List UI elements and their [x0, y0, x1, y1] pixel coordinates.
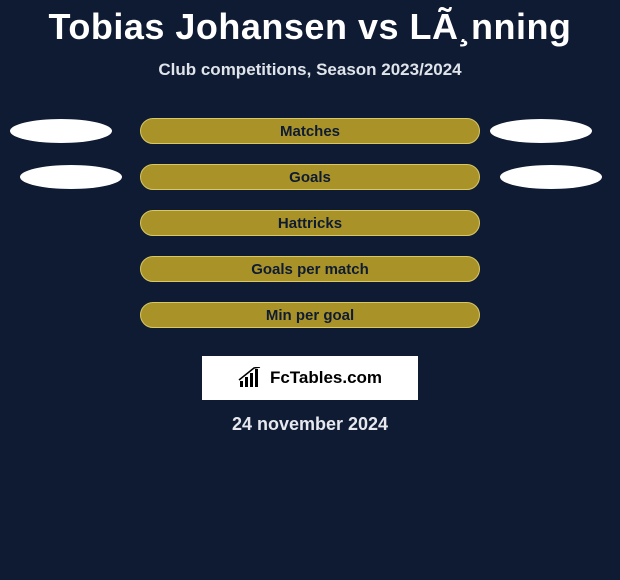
content-container: Tobias Johansen vs LÃ¸nning Club competi… — [0, 0, 620, 580]
left-value-pill — [20, 165, 122, 189]
stat-label: Hattricks — [278, 215, 342, 232]
stat-row: Hattricks — [0, 200, 620, 246]
stat-label-pill: Goals per match — [140, 256, 480, 282]
date-text: 24 november 2024 — [232, 414, 388, 435]
stat-label-pill: Hattricks — [140, 210, 480, 236]
page-subtitle: Club competitions, Season 2023/2024 — [158, 60, 461, 80]
stat-label: Goals per match — [251, 261, 369, 278]
stat-label: Matches — [280, 123, 340, 140]
brand-box: FcTables.com — [202, 356, 418, 400]
right-value-pill — [500, 165, 602, 189]
stat-rows: Matches Goals Hattricks Goals per match Min … — [0, 108, 620, 338]
stat-row: Min per goal — [0, 292, 620, 338]
stat-label-pill: Goals — [140, 164, 480, 190]
left-value-pill — [10, 119, 112, 143]
stat-label-pill: Matches — [140, 118, 480, 144]
stat-row: Goals — [0, 154, 620, 200]
page-title: Tobias Johansen vs LÃ¸nning — [49, 6, 572, 48]
right-value-pill — [490, 119, 592, 143]
brand-chart-icon — [238, 369, 264, 387]
brand-text: FcTables.com — [270, 368, 382, 388]
stat-label: Min per goal — [266, 307, 354, 324]
stat-row: Goals per match — [0, 246, 620, 292]
stat-row: Matches — [0, 108, 620, 154]
stat-label-pill: Min per goal — [140, 302, 480, 328]
stat-label: Goals — [289, 169, 331, 186]
